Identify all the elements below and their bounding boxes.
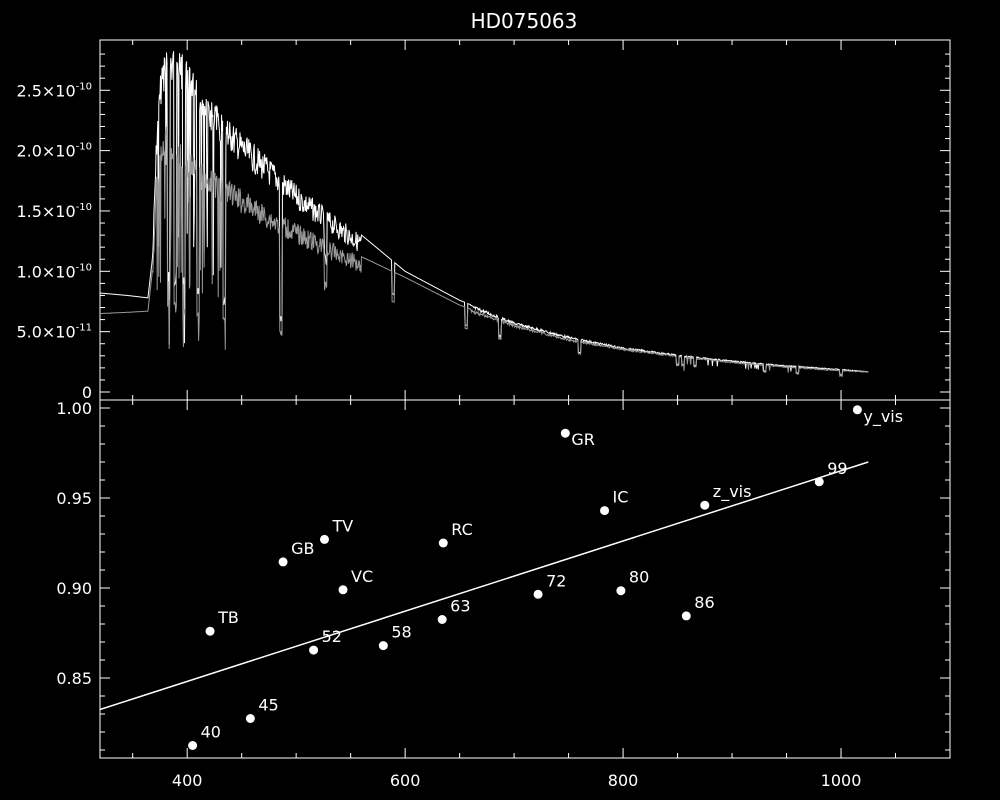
data-point-40 (188, 741, 198, 750)
point-label-63: 63 (450, 597, 470, 616)
point-label-GB: GB (291, 539, 314, 558)
data-point-z_vis (700, 500, 710, 510)
spectrum-y-tick-label: 2.5×10-10 (16, 81, 92, 100)
ratio-x-tick-label: 800 (608, 771, 639, 790)
point-label-86: 86 (694, 593, 714, 612)
data-point-63 (437, 615, 447, 624)
data-point-86 (681, 611, 691, 621)
spectrum-series-0 (99, 51, 869, 377)
spectrum-y-tick-label: 5.0×10-11 (16, 323, 92, 342)
point-label-58: 58 (391, 623, 411, 642)
data-point-TV (319, 534, 329, 544)
data-point-IC (600, 506, 610, 516)
point-label-TV: TV (331, 516, 353, 535)
spectrum-y-tick-label: 0 (82, 383, 92, 402)
chart-title: HD075063 (471, 9, 578, 33)
data-point-72 (533, 589, 543, 599)
data-point-58 (378, 641, 388, 651)
data-point-RC (438, 538, 448, 548)
point-label-99: 99 (827, 459, 847, 478)
data-point-GR (560, 428, 570, 438)
point-label-40: 40 (201, 723, 221, 742)
data-point-TB (205, 626, 215, 636)
ratio-x-tick-label: 1000 (821, 771, 862, 790)
point-label-VC: VC (351, 567, 373, 586)
point-label-y_vis: y_vis (863, 407, 903, 427)
point-label-72: 72 (546, 571, 566, 590)
point-label-45: 45 (258, 696, 278, 715)
ratio-y-tick-label: 0.95 (56, 489, 92, 508)
ratio-panel: 400 600 800 1000 1.00 0.95 0.90 0.85 40 45 TB 52 GB T… (56, 399, 951, 790)
ratio-y-tick-label: 0.85 (56, 669, 92, 688)
data-point-VC (338, 585, 348, 595)
ratio-frame (99, 399, 951, 759)
ratio-y-tick-label: 0.90 (56, 579, 92, 598)
data-point-99 (814, 477, 824, 487)
data-point-GB (278, 557, 288, 567)
fit-line (99, 461, 869, 711)
point-label-80: 80 (629, 568, 649, 587)
point-label-TB: TB (217, 608, 239, 627)
spectrum-frame (99, 39, 951, 401)
ratio-x-tick-label: 400 (172, 771, 203, 790)
data-point-y_vis (852, 405, 862, 415)
spectrum-y-tick-label: 1.5×10-10 (16, 202, 92, 221)
data-point-80 (616, 586, 626, 596)
spectrum-y-tick-label: 2.0×10-10 (16, 142, 92, 161)
point-label-GR: GR (571, 430, 595, 449)
data-point-52 (309, 645, 319, 655)
spectrum-panel: 2.5×10-10 2.0×10-10 1.5×10-10 1.0×10-10 5.0×… (16, 39, 951, 402)
spectrum-y-tick-label: 1.0×10-10 (16, 262, 92, 281)
point-label-z_vis: z_vis (713, 482, 752, 502)
data-point-45 (245, 714, 255, 723)
point-label-RC: RC (451, 520, 473, 539)
ratio-x-tick-label: 600 (390, 771, 421, 790)
ratio-y-tick-label: 1.00 (56, 399, 92, 418)
point-label-52: 52 (322, 627, 342, 646)
spectrum-series-1 (99, 126, 869, 378)
point-label-IC: IC (613, 488, 629, 507)
